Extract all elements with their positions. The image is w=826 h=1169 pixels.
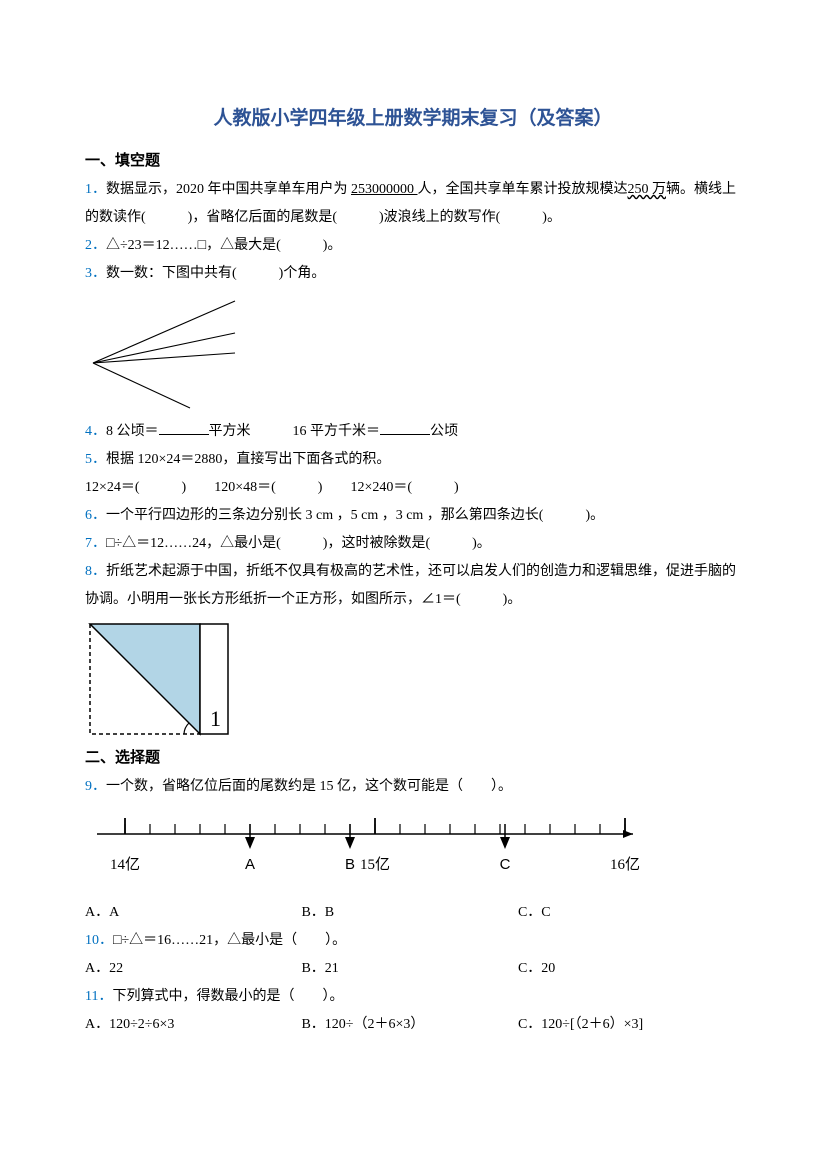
number-line-figure: 14亿 15亿 16亿 A B C <box>85 809 645 889</box>
qnum-2: 2． <box>85 238 106 253</box>
qnum-4: 4． <box>85 424 106 439</box>
qnum-9: 9． <box>85 779 106 794</box>
q1-t2: 人，全国共享单车累计投放规模达 <box>418 182 628 197</box>
q9-opt-c: C．C <box>518 899 734 927</box>
q9-options: A．A B．B C．C <box>85 899 741 927</box>
q11-text: 下列算式中，得数最小的是（ ）。 <box>112 989 343 1004</box>
svg-text:C: C <box>500 856 511 873</box>
q4-t2: 平方米 16 平方千米＝ <box>209 424 381 439</box>
qnum-1: 1． <box>85 182 106 197</box>
q4-blank2 <box>380 421 430 435</box>
q5-l1: 根据 120×24＝2880，直接写出下面各式的积。 <box>106 452 390 467</box>
qnum-7: 7． <box>85 536 106 551</box>
q7-text: □÷△＝12……24，△最小是( )，这时被除数是( )。 <box>106 536 491 551</box>
q11-options: A．120÷2÷6×3 B．120÷（2＋6×3） C．120÷[（2＋6）×3… <box>85 1011 741 1039</box>
question-1: 1．数据显示，2020 年中国共享单车用户为 253000000 人，全国共享单… <box>85 176 741 232</box>
q8-text: 折纸艺术起源于中国，折纸不仅具有极高的艺术性，还可以启发人们的创造力和逻辑思维，… <box>85 564 736 607</box>
question-9: 9．一个数，省略亿位后面的尾数约是 15 亿，这个数可能是（ ）。 <box>85 773 741 801</box>
q10-text: □÷△＝16……21，△最小是（ ）。 <box>113 933 346 948</box>
q11-opt-c: C．120÷[（2＋6）×3] <box>518 1011 734 1039</box>
qnum-10: 10． <box>85 933 113 948</box>
question-10: 10．□÷△＝16……21，△最小是（ ）。 <box>85 927 741 955</box>
fold-figure: 1 <box>85 619 230 739</box>
question-5-line2: 12×24＝( ) 120×48＝( ) 12×240＝( ) <box>85 474 741 502</box>
qnum-6: 6． <box>85 508 106 523</box>
q2-text: △÷23＝12……□，△最大是( )。 <box>106 238 341 253</box>
svg-text:1: 1 <box>210 706 221 731</box>
q1-underline: 253000000 <box>351 182 418 197</box>
qnum-3: 3． <box>85 266 106 281</box>
q9-opt-b: B．B <box>301 899 517 927</box>
q11-opt-a: A．120÷2÷6×3 <box>85 1011 301 1039</box>
question-2: 2．△÷23＝12……□，△最大是( )。 <box>85 232 741 260</box>
q4-t1: 8 公顷＝ <box>106 424 159 439</box>
q11-opt-b: B．120÷（2＋6×3） <box>301 1011 517 1039</box>
question-3: 3．数一数：下图中共有( )个角。 <box>85 260 741 288</box>
qnum-5: 5． <box>85 452 106 467</box>
q6-text: 一个平行四边形的三条边分别长 3 cm ，5 cm ，3 cm ，那么第四条边长… <box>106 508 604 523</box>
q10-options: A．22 B．21 C．20 <box>85 955 741 983</box>
q9-text: 一个数，省略亿位后面的尾数约是 15 亿，这个数可能是（ ）。 <box>106 779 512 794</box>
question-6: 6．一个平行四边形的三条边分别长 3 cm ，5 cm ，3 cm ，那么第四条… <box>85 502 741 530</box>
question-8: 8．折纸艺术起源于中国，折纸不仅具有极高的艺术性，还可以启发人们的创造力和逻辑思… <box>85 558 741 614</box>
section-1-heading: 一、填空题 <box>85 146 741 176</box>
q4-blank1 <box>159 421 209 435</box>
q9-opt-a: A．A <box>85 899 301 927</box>
question-5: 5．根据 120×24＝2880，直接写出下面各式的积。 <box>85 446 741 474</box>
svg-text:14亿: 14亿 <box>110 856 140 873</box>
angle-figure <box>85 293 245 413</box>
question-11: 11．下列算式中，得数最小的是（ ）。 <box>85 983 741 1011</box>
qnum-11: 11． <box>85 989 112 1004</box>
svg-text:15亿: 15亿 <box>360 856 390 873</box>
page-title: 人教版小学四年级上册数学期末复习（及答案） <box>85 100 741 138</box>
question-7: 7．□÷△＝12……24，△最小是( )，这时被除数是( )。 <box>85 530 741 558</box>
svg-text:16亿: 16亿 <box>610 856 640 873</box>
q10-opt-c: C．20 <box>518 955 734 983</box>
q4-t3: 公顷 <box>430 424 458 439</box>
q1-wavy: 250 万 <box>628 182 667 197</box>
q3-text: 数一数：下图中共有( )个角。 <box>106 266 325 281</box>
section-2-heading: 二、选择题 <box>85 743 741 773</box>
q10-opt-a: A．22 <box>85 955 301 983</box>
q1-t1: 数据显示，2020 年中国共享单车用户为 <box>106 182 351 197</box>
svg-text:B: B <box>345 856 355 873</box>
q10-opt-b: B．21 <box>301 955 517 983</box>
qnum-8: 8． <box>85 564 106 579</box>
svg-text:A: A <box>245 856 255 873</box>
question-4: 4．8 公顷＝ 平方米 16 平方千米＝ 公顷 <box>85 418 741 446</box>
